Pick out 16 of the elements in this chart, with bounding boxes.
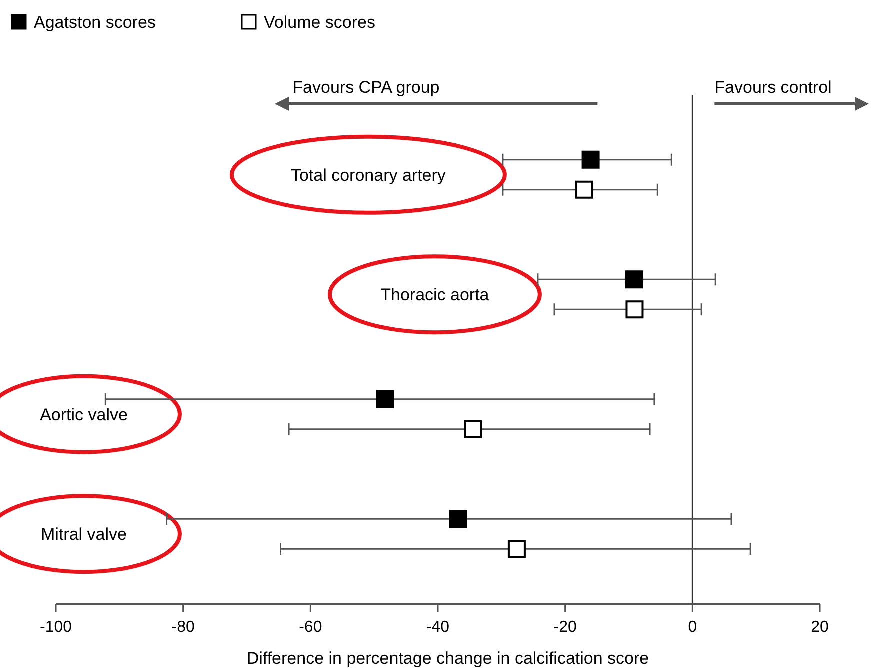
annotation: Favours CPA group xyxy=(292,78,440,97)
x-tick-label: -100 xyxy=(40,619,72,636)
x-tick-label: -20 xyxy=(554,619,577,636)
legend-label: Agatston scores xyxy=(34,13,156,32)
x-tick-label: 0 xyxy=(688,619,698,636)
x-tick-label: 20 xyxy=(811,619,829,636)
y-tick-label: Thoracic aorta xyxy=(380,286,490,305)
x-axis-title: Difference in percentage change in calcification score xyxy=(246,649,650,668)
annotation: Favours control xyxy=(714,78,832,97)
x-tick-label: -40 xyxy=(426,619,450,636)
x-tick-label: -80 xyxy=(172,619,195,636)
y-tick-label: Aortic valve xyxy=(40,405,128,424)
y-tick-label: Mitral valve xyxy=(41,525,127,544)
y-tick-label: Total coronary artery xyxy=(290,166,446,185)
legend-label: Volume scores xyxy=(264,13,376,32)
x-tick-label: -60 xyxy=(299,619,322,636)
